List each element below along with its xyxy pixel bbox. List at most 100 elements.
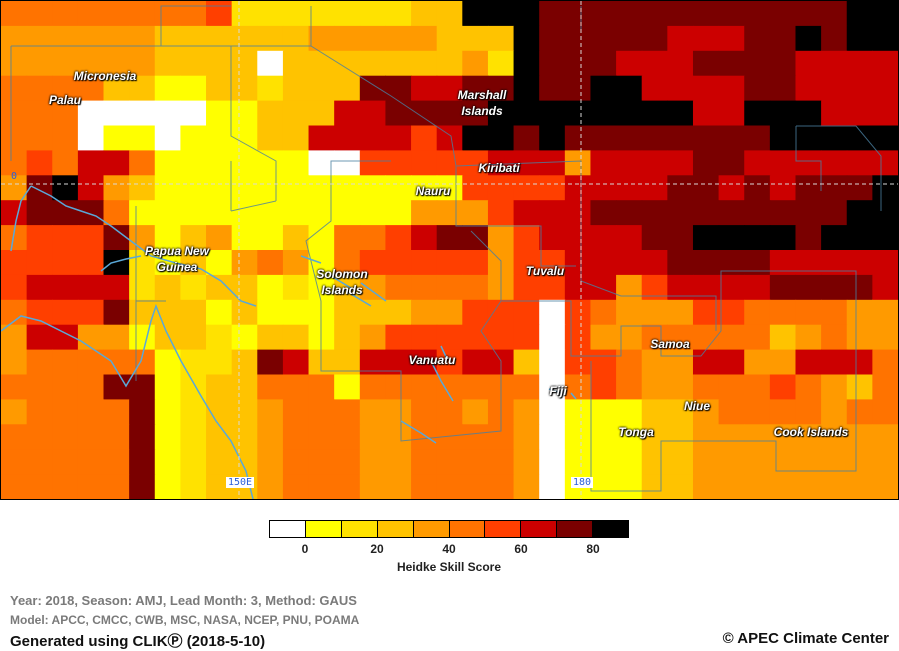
grid-cell	[667, 449, 694, 475]
grid-cell	[872, 324, 898, 351]
grid-cell	[846, 225, 873, 251]
grid-cell	[385, 324, 412, 351]
grid-cell	[744, 399, 771, 425]
grid-cell	[26, 349, 53, 376]
grid-cell	[590, 225, 617, 251]
grid-cell	[641, 75, 668, 102]
grid-cell	[26, 25, 53, 52]
grid-cell	[52, 474, 79, 499]
grid-cell	[846, 324, 873, 351]
map-canvas	[1, 1, 898, 499]
grid-cell	[52, 200, 79, 226]
grid-cell	[257, 100, 284, 127]
grid-cell	[180, 150, 207, 176]
grid-cell	[692, 25, 720, 52]
grid-cell	[718, 399, 745, 425]
grid-cell	[77, 1, 105, 27]
grid-cell	[231, 250, 258, 276]
grid-cell	[359, 449, 387, 475]
grid-cell	[872, 75, 898, 102]
grid-cell	[795, 225, 822, 251]
grid-cell	[180, 274, 207, 301]
grid-cell	[231, 374, 258, 400]
fiji-islands	[548, 388, 577, 400]
grid-cell	[872, 474, 898, 499]
grid-cell	[846, 274, 873, 301]
grid-cell	[641, 250, 668, 276]
grid-cell	[462, 150, 489, 176]
grid-cell	[180, 100, 207, 127]
grid-cell	[154, 25, 181, 52]
grid-cell	[334, 175, 361, 201]
grid-cell	[282, 424, 310, 450]
grid-cell	[282, 175, 310, 201]
grid-cell	[769, 75, 797, 102]
grid-cell	[26, 1, 53, 27]
grid-cell	[385, 299, 412, 326]
label-tonga: Tonga	[618, 425, 654, 439]
grid-cell	[411, 1, 438, 27]
grid-cell	[436, 225, 463, 251]
grid-cell	[616, 100, 643, 127]
grid-cell	[718, 349, 745, 376]
grid-cell	[692, 250, 720, 276]
grid-cell	[411, 324, 438, 351]
grid-cell	[616, 250, 643, 276]
grid-cell	[744, 474, 771, 499]
grid-cell	[436, 100, 463, 127]
grid-cell	[539, 75, 566, 102]
grid-cell	[590, 424, 617, 450]
grid-cell	[513, 125, 540, 151]
grid-cell	[154, 274, 181, 301]
grid-cell	[769, 324, 797, 351]
legend-color-box	[341, 521, 378, 537]
grid-cell	[590, 1, 617, 27]
grid-cell	[1, 324, 28, 351]
grid-cell	[180, 175, 207, 201]
grid-cell	[667, 175, 694, 201]
grid-cell	[795, 200, 822, 226]
grid-cell	[487, 449, 515, 475]
grid-cell	[487, 50, 515, 77]
grid-cell	[539, 175, 566, 201]
grid-cell	[359, 175, 387, 201]
grid-cell	[462, 250, 489, 276]
grid-cell	[590, 474, 617, 499]
grid-cell	[590, 75, 617, 102]
grid-cell	[795, 125, 822, 151]
grid-cell	[846, 75, 873, 102]
grid-cell	[590, 50, 617, 77]
grid-cell	[411, 175, 438, 201]
grid-cell	[590, 150, 617, 176]
grid-cell	[1, 474, 28, 499]
grid-cell	[872, 1, 898, 27]
grid-cell	[872, 200, 898, 226]
grid-cell	[795, 100, 822, 127]
grid-cell	[257, 374, 284, 400]
grid-cell	[462, 424, 489, 450]
australia-coast	[1, 303, 254, 499]
grid-cell	[616, 1, 643, 27]
grid-cell	[667, 374, 694, 400]
grid-cell	[718, 474, 745, 499]
grid-cell	[411, 125, 438, 151]
grid-cell	[487, 25, 515, 52]
grid-cell	[641, 175, 668, 201]
grid-cell	[872, 125, 898, 151]
grid-cell	[52, 424, 79, 450]
grid-cell	[436, 324, 463, 351]
grid-cell	[154, 200, 181, 226]
grid-cell	[846, 150, 873, 176]
grid-cell	[616, 474, 643, 499]
grid-cell	[385, 250, 412, 276]
grid-cell	[692, 374, 720, 400]
grid-cell	[616, 175, 643, 201]
label-cook-islands: Cook Islands	[773, 425, 849, 439]
grid-cell	[308, 324, 335, 351]
grid-cell	[308, 250, 335, 276]
grid-cell	[1, 175, 28, 201]
grid-cell	[821, 274, 848, 301]
grid-cell	[257, 25, 284, 52]
grid-cell	[52, 349, 79, 376]
grid-cell	[26, 299, 53, 326]
